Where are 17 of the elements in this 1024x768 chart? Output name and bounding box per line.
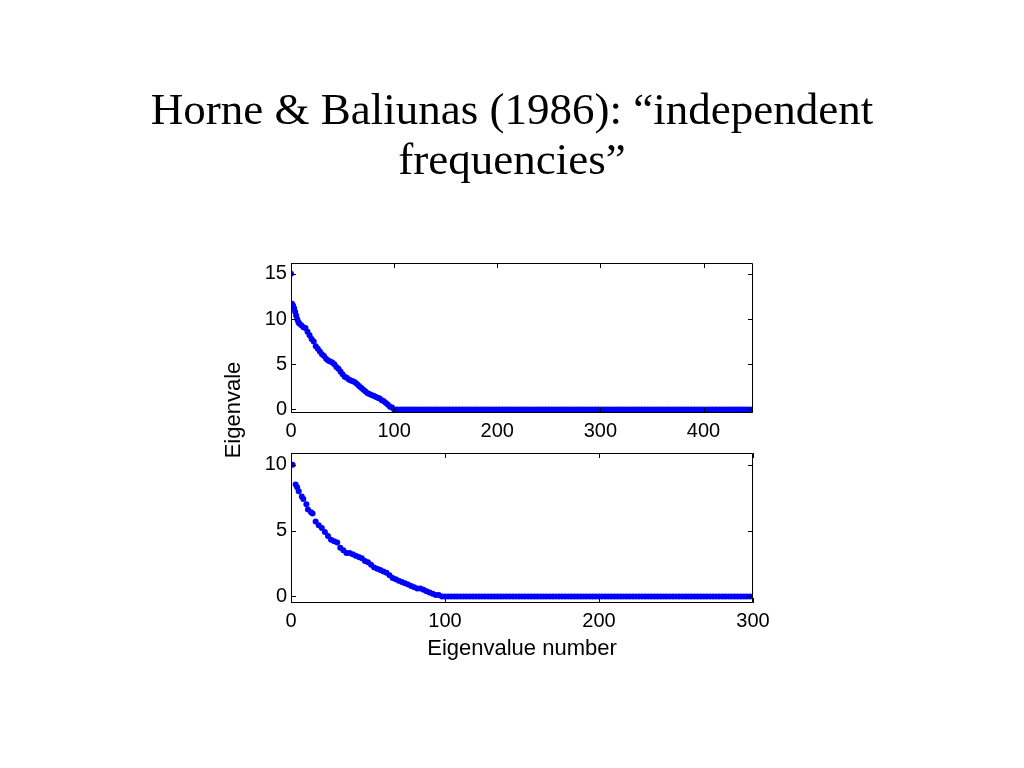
y-tick-label: 0	[275, 583, 287, 606]
x-axis-title: Eigenvalue number	[427, 635, 617, 660]
y-tick-label: 10	[264, 306, 287, 329]
x-tick-label: 100	[377, 418, 411, 441]
y-tick-label: 10	[264, 452, 287, 475]
y-tick-label: 5	[275, 518, 287, 541]
x-tick-label: 200	[480, 418, 514, 441]
y-tick-label: 15	[264, 261, 287, 284]
chart-title: Horne & Baliunas (1986): “independent frequencies”	[149, 84, 875, 184]
x-tick-label: 300	[736, 608, 770, 631]
x-tick-label: 200	[582, 608, 616, 631]
y-tick-label: 0	[275, 396, 287, 419]
y-tick-label: 5	[275, 351, 287, 374]
y-axis-title: Eigenvale	[220, 361, 245, 459]
x-tick-label: 100	[428, 608, 462, 631]
x-tick-label: 400	[686, 418, 721, 441]
x-tick-label: 300	[583, 418, 618, 441]
